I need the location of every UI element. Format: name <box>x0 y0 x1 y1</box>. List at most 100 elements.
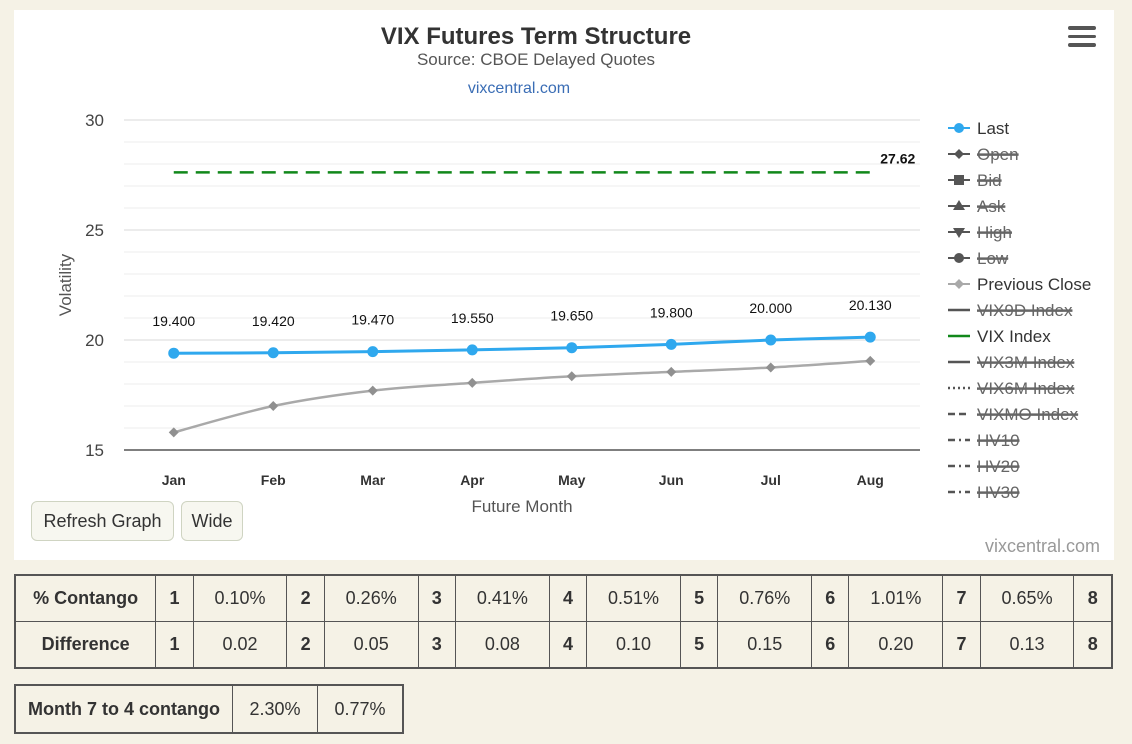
x-tick-label: Apr <box>460 472 485 488</box>
previous-close-point <box>566 371 577 382</box>
legend-marker <box>954 149 964 159</box>
last-point <box>665 338 677 350</box>
month-index: 1 <box>155 621 194 669</box>
difference-value: 0.02 <box>192 621 288 669</box>
last-data-label: 19.650 <box>550 308 593 324</box>
legend-marker <box>954 253 964 263</box>
y-axis-label: Volatility <box>56 253 75 316</box>
month-index: 2 <box>286 574 325 622</box>
difference-row: Difference 1 0.02 2 0.05 3 0.08 4 0.10 5… <box>14 621 1113 669</box>
last-point <box>566 342 578 354</box>
month-index: 7 <box>942 621 981 669</box>
contango-value: 0.51% <box>586 574 681 622</box>
month-index: 3 <box>417 574 456 622</box>
chart-subtitle-link: vixcentral.com <box>468 80 570 97</box>
month-index: 3 <box>417 621 456 669</box>
last-point <box>864 331 876 343</box>
difference-value: 0.05 <box>323 621 419 669</box>
y-tick-label: 20 <box>85 331 104 350</box>
x-tick-label: Mar <box>360 472 385 488</box>
month-7-to-4-value: 0.77% <box>316 684 404 734</box>
last-data-label: 19.800 <box>650 304 693 320</box>
month-index: 2 <box>286 621 325 669</box>
last-point <box>367 346 379 358</box>
last-data-label: 19.400 <box>152 313 195 329</box>
x-tick-label: May <box>558 472 585 488</box>
difference-row-label: Difference <box>14 621 157 669</box>
legend-marker <box>954 123 964 133</box>
chart-subtitle: Source: CBOE Delayed Quotes <box>417 50 655 69</box>
previous-close-point <box>765 362 776 373</box>
legend-marker <box>953 228 965 238</box>
last-data-label: 19.420 <box>252 313 295 329</box>
last-data-label: 20.000 <box>749 300 792 316</box>
month-index: 6 <box>811 621 850 669</box>
legend-item-label: VIX Index <box>977 327 1051 346</box>
month-7-to-4-value: 2.30% <box>231 684 318 734</box>
month-7-to-4-label: Month 7 to 4 contango <box>14 684 233 734</box>
hamburger-menu-icon[interactable] <box>1068 26 1096 52</box>
contango-value: 0.26% <box>323 574 419 622</box>
last-line <box>173 335 871 355</box>
difference-value: 0.15 <box>717 621 813 669</box>
last-point <box>267 347 279 359</box>
legend-marker <box>954 175 964 185</box>
month-index: 5 <box>679 574 719 622</box>
wide-button[interactable]: Wide <box>181 501 243 541</box>
difference-value: 0.20 <box>848 621 944 669</box>
difference-value: 0.08 <box>454 621 550 669</box>
contango-value: 0.65% <box>979 574 1075 622</box>
contango-row-label: % Contango <box>14 574 157 622</box>
legend-marker <box>954 279 964 289</box>
y-tick-label: 25 <box>85 221 104 240</box>
contango-table: % Contango 1 0.10% 2 0.26% 3 0.41% 4 0.5… <box>14 574 1113 669</box>
x-tick-label: Jan <box>162 472 186 488</box>
difference-value: 0.13 <box>979 621 1075 669</box>
last-data-label: 20.130 <box>849 297 892 313</box>
last-point <box>168 347 180 359</box>
legend-marker <box>953 200 965 210</box>
last-point <box>466 344 478 356</box>
month-index: 6 <box>811 574 850 622</box>
contango-value: 1.01% <box>848 574 944 622</box>
previous-close-point <box>865 355 876 366</box>
y-tick-label: 15 <box>85 441 104 460</box>
month-index: 4 <box>548 574 588 622</box>
contango-value: 0.41% <box>454 574 550 622</box>
y-tick-label: 30 <box>85 111 104 130</box>
x-tick-label: Jul <box>761 472 781 488</box>
month-7-to-4-row: Month 7 to 4 contango 2.30% 0.77% <box>14 684 404 734</box>
vix-index-label: 27.62 <box>880 150 915 166</box>
previous-close-point <box>268 401 279 411</box>
contango-value: 0.10% <box>192 574 288 622</box>
previous-close-point <box>666 366 677 377</box>
month-index: 8 <box>1073 621 1113 669</box>
month-index: 7 <box>942 574 981 622</box>
previous-close-point <box>168 427 179 438</box>
chart-credits: vixcentral.com <box>985 536 1100 556</box>
month-index: 1 <box>155 574 194 622</box>
legend-item-label: Last <box>977 119 1009 138</box>
month-index: 5 <box>679 621 719 669</box>
chart-title: VIX Futures Term Structure <box>381 23 691 50</box>
last-point <box>765 334 777 346</box>
month-index: 4 <box>548 621 588 669</box>
contango-row: % Contango 1 0.10% 2 0.26% 3 0.41% 4 0.5… <box>14 574 1113 622</box>
x-tick-label: Feb <box>261 472 286 488</box>
x-axis-label: Future Month <box>471 497 572 516</box>
last-data-label: 19.550 <box>451 310 494 326</box>
month-7-to-4-table: Month 7 to 4 contango 2.30% 0.77% <box>14 684 404 734</box>
previous-close-point <box>467 377 478 388</box>
legend-item-label: Previous Close <box>977 275 1091 294</box>
previous-close-point <box>367 385 378 396</box>
chart-card: VIX Futures Term Structure Source: CBOE D… <box>14 10 1114 560</box>
x-tick-label: Jun <box>659 472 684 488</box>
contango-value: 0.76% <box>717 574 813 622</box>
x-tick-label: Aug <box>857 472 884 488</box>
month-index: 8 <box>1073 574 1113 622</box>
difference-value: 0.10 <box>586 621 681 669</box>
last-data-label: 19.470 <box>351 312 394 328</box>
refresh-graph-button[interactable]: Refresh Graph <box>31 501 174 541</box>
previous-close-line <box>173 359 871 434</box>
